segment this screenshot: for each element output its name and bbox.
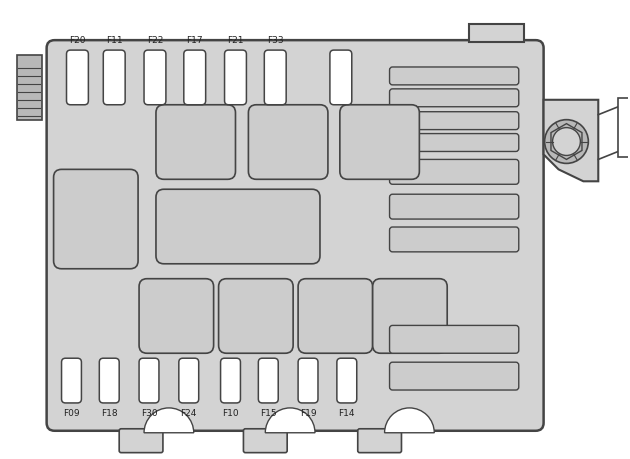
Bar bbox=[469, 25, 524, 43]
FancyBboxPatch shape bbox=[389, 195, 518, 219]
Wedge shape bbox=[265, 408, 315, 433]
FancyBboxPatch shape bbox=[389, 326, 518, 353]
Wedge shape bbox=[384, 408, 434, 433]
Text: F19: F19 bbox=[300, 408, 316, 417]
FancyBboxPatch shape bbox=[156, 190, 320, 264]
FancyBboxPatch shape bbox=[47, 41, 544, 431]
Text: F33: F33 bbox=[267, 36, 284, 45]
Text: F24: F24 bbox=[181, 408, 197, 417]
FancyBboxPatch shape bbox=[389, 90, 518, 107]
FancyBboxPatch shape bbox=[298, 358, 318, 403]
FancyBboxPatch shape bbox=[139, 279, 214, 353]
FancyBboxPatch shape bbox=[389, 363, 518, 390]
FancyBboxPatch shape bbox=[139, 358, 159, 403]
Circle shape bbox=[553, 129, 580, 156]
FancyBboxPatch shape bbox=[100, 358, 119, 403]
Bar bbox=[618, 99, 630, 158]
FancyBboxPatch shape bbox=[243, 429, 287, 453]
Text: F10: F10 bbox=[222, 408, 239, 417]
FancyBboxPatch shape bbox=[54, 170, 138, 269]
FancyBboxPatch shape bbox=[389, 68, 518, 86]
Text: F17: F17 bbox=[186, 36, 203, 45]
FancyBboxPatch shape bbox=[265, 51, 286, 106]
Bar bbox=[17, 56, 42, 120]
FancyBboxPatch shape bbox=[144, 51, 166, 106]
FancyBboxPatch shape bbox=[389, 228, 518, 252]
Circle shape bbox=[544, 120, 588, 164]
FancyBboxPatch shape bbox=[220, 358, 241, 403]
Text: F15: F15 bbox=[260, 408, 277, 417]
Wedge shape bbox=[144, 408, 194, 433]
FancyBboxPatch shape bbox=[258, 358, 278, 403]
FancyBboxPatch shape bbox=[62, 358, 81, 403]
Text: F21: F21 bbox=[227, 36, 244, 45]
FancyBboxPatch shape bbox=[389, 160, 518, 185]
FancyBboxPatch shape bbox=[219, 279, 293, 353]
FancyBboxPatch shape bbox=[103, 51, 125, 106]
FancyBboxPatch shape bbox=[389, 134, 518, 152]
FancyBboxPatch shape bbox=[358, 429, 401, 453]
FancyBboxPatch shape bbox=[330, 51, 352, 106]
FancyBboxPatch shape bbox=[156, 106, 236, 180]
Text: F09: F09 bbox=[63, 408, 80, 417]
FancyBboxPatch shape bbox=[389, 112, 518, 130]
FancyBboxPatch shape bbox=[224, 51, 246, 106]
FancyBboxPatch shape bbox=[298, 279, 373, 353]
Text: F22: F22 bbox=[147, 36, 163, 45]
Text: F30: F30 bbox=[140, 408, 158, 417]
FancyBboxPatch shape bbox=[119, 429, 163, 453]
FancyBboxPatch shape bbox=[179, 358, 198, 403]
Text: F20: F20 bbox=[69, 36, 86, 45]
FancyBboxPatch shape bbox=[340, 106, 420, 180]
Polygon shape bbox=[544, 101, 598, 182]
FancyBboxPatch shape bbox=[248, 106, 328, 180]
Text: F18: F18 bbox=[101, 408, 118, 417]
Text: F11: F11 bbox=[106, 36, 122, 45]
FancyBboxPatch shape bbox=[67, 51, 88, 106]
FancyBboxPatch shape bbox=[337, 358, 357, 403]
FancyBboxPatch shape bbox=[373, 279, 447, 353]
Text: F14: F14 bbox=[338, 408, 355, 417]
FancyBboxPatch shape bbox=[184, 51, 205, 106]
